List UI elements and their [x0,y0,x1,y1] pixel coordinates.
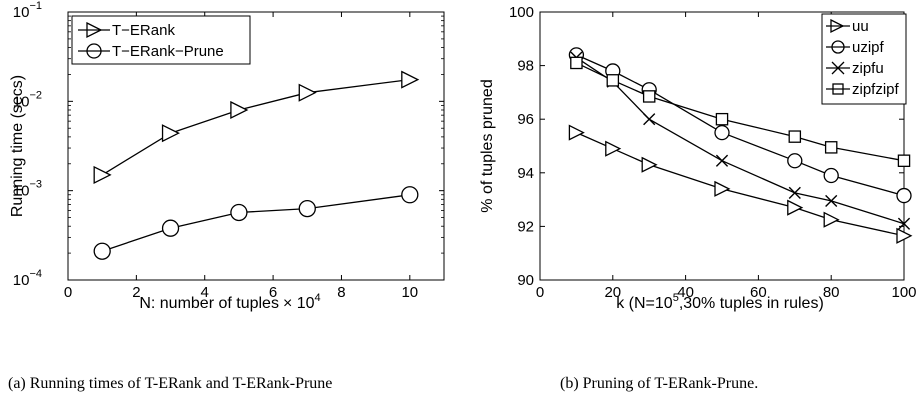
data-point-t-erank [161,124,180,143]
square-marker-icon [832,83,844,95]
x-tick-label: 0 [536,284,544,301]
data-point-t-erank [298,83,317,102]
data-point-zipfu [643,113,656,126]
legend-label-uu: uu [852,18,869,35]
data-point-t-erank-prune [401,186,419,204]
data-point-uu [714,180,731,197]
legend-label-t-erank-prune: T−ERank−Prune [112,43,224,60]
y-tick-label: 96 [517,111,534,128]
data-point-uu [896,227,913,244]
x-tick-label: 4 [201,284,209,301]
x-tick-label: 20 [604,284,621,301]
data-point-t-erank-prune [298,199,316,218]
series-markers-b [568,47,913,244]
data-point-zipfzipf [897,154,911,167]
data-point-uu [641,156,658,173]
x-tick-label: 80 [823,284,840,301]
caption-b: (b) Pruning of T-ERank-Prune. [560,375,758,392]
chart-pruning: 0 20 40 60 80 100 90 92 94 96 98 100 k (N=105,30% t… [479,4,917,392]
data-point-zipfzipf [570,56,583,70]
triangle-marker-icon [830,18,845,34]
y-tick-label: 10−2 [13,89,42,110]
legend-label-t-erank: T−ERank [112,22,175,39]
data-point-uzipf [896,187,912,204]
legend-label-uzipf: uzipf [852,39,885,56]
legend-label-zipfu: zipfu [852,60,884,77]
data-point-t-erank-prune [230,203,248,222]
y-axis-label-b: % of tuples pruned [479,79,496,212]
data-point-uzipf [823,167,839,184]
axis-ticks-b: 0 20 40 60 80 100 90 92 94 96 98 100 [509,4,917,301]
data-point-t-erank [230,100,249,120]
data-point-zipfu [715,154,729,167]
legend-item-t-erank-prune: T−ERank−Prune [78,43,224,60]
data-point-t-erank-prune [161,219,180,237]
x-tick-label: 6 [269,284,277,301]
data-point-t-erank [401,70,420,89]
data-point-zipfu [825,194,838,208]
data-point-zipfu [788,186,801,199]
series-markers-a [93,70,420,260]
legend-item-zipfzipf: zipfzipf [826,81,900,98]
legend-item-t-erank: T−ERank [78,21,175,39]
x-axis-label-b: k (N=105,30% tuples in rules) [616,292,824,312]
axis-ticks-a: 0 2 4 6 8 10 10−4 10−3 10−2 10−1 [13,0,444,301]
data-point-uzipf [714,124,730,141]
x-tick-label: 10 [401,284,418,301]
legend-item-zipfu: zipfu [826,60,884,77]
caption-a: (a) Running times of T-ERank and T-ERank… [8,375,332,392]
y-tick-label: 94 [517,165,534,182]
y-tick-label: 10−3 [13,179,42,200]
x-tick-label: 40 [677,284,694,301]
triangle-marker-icon [86,21,103,39]
data-point-zipfzipf [824,141,838,154]
legend-item-uu: uu [826,18,869,35]
y-axis-label-a: Running time (secs) [9,75,26,217]
circle-marker-icon [831,40,845,54]
data-point-zipfzipf [606,74,620,87]
chart-running-time: 0 2 4 6 8 10 10−4 10−3 10−2 10−1 N: number of tup… [8,0,445,392]
x-tick-label: 8 [337,284,345,301]
x-marker-icon [831,61,845,75]
y-tick-label: 92 [517,218,534,235]
data-point-zipfzipf [788,130,802,143]
x-tick-label: 0 [64,284,72,301]
data-point-uu [568,124,585,141]
data-point-uzipf [787,153,803,169]
legend-label-zipfzipf: zipfzipf [852,81,900,98]
data-point-t-erank [93,165,112,184]
legend-b: uu uzipf zipfu zipfzipf [821,13,907,105]
legend-a: T−ERank T−ERank−Prune [71,15,251,65]
x-tick-label: 2 [132,284,140,301]
data-point-zipfzipf [642,90,656,103]
y-tick-label: 98 [517,58,534,75]
legend-box-a [71,15,251,65]
y-tick-label: 100 [509,4,534,21]
data-point-zipfu [897,217,911,230]
data-point-t-erank-prune [93,242,111,260]
legend-item-uzipf: uzipf [826,39,885,56]
data-point-uu [787,199,804,216]
x-tick-label: 100 [891,284,916,301]
data-point-uu [605,140,622,157]
x-tick-label: 60 [750,284,767,301]
y-tick-label: 10−4 [13,268,42,289]
circle-marker-icon [86,43,102,59]
data-point-uu [823,211,840,228]
data-point-zipfzipf [715,112,729,126]
y-tick-label: 10−1 [13,0,42,21]
y-tick-label: 90 [517,272,534,289]
x-axis-label-a: N: number of tuples × 104 [139,292,320,312]
